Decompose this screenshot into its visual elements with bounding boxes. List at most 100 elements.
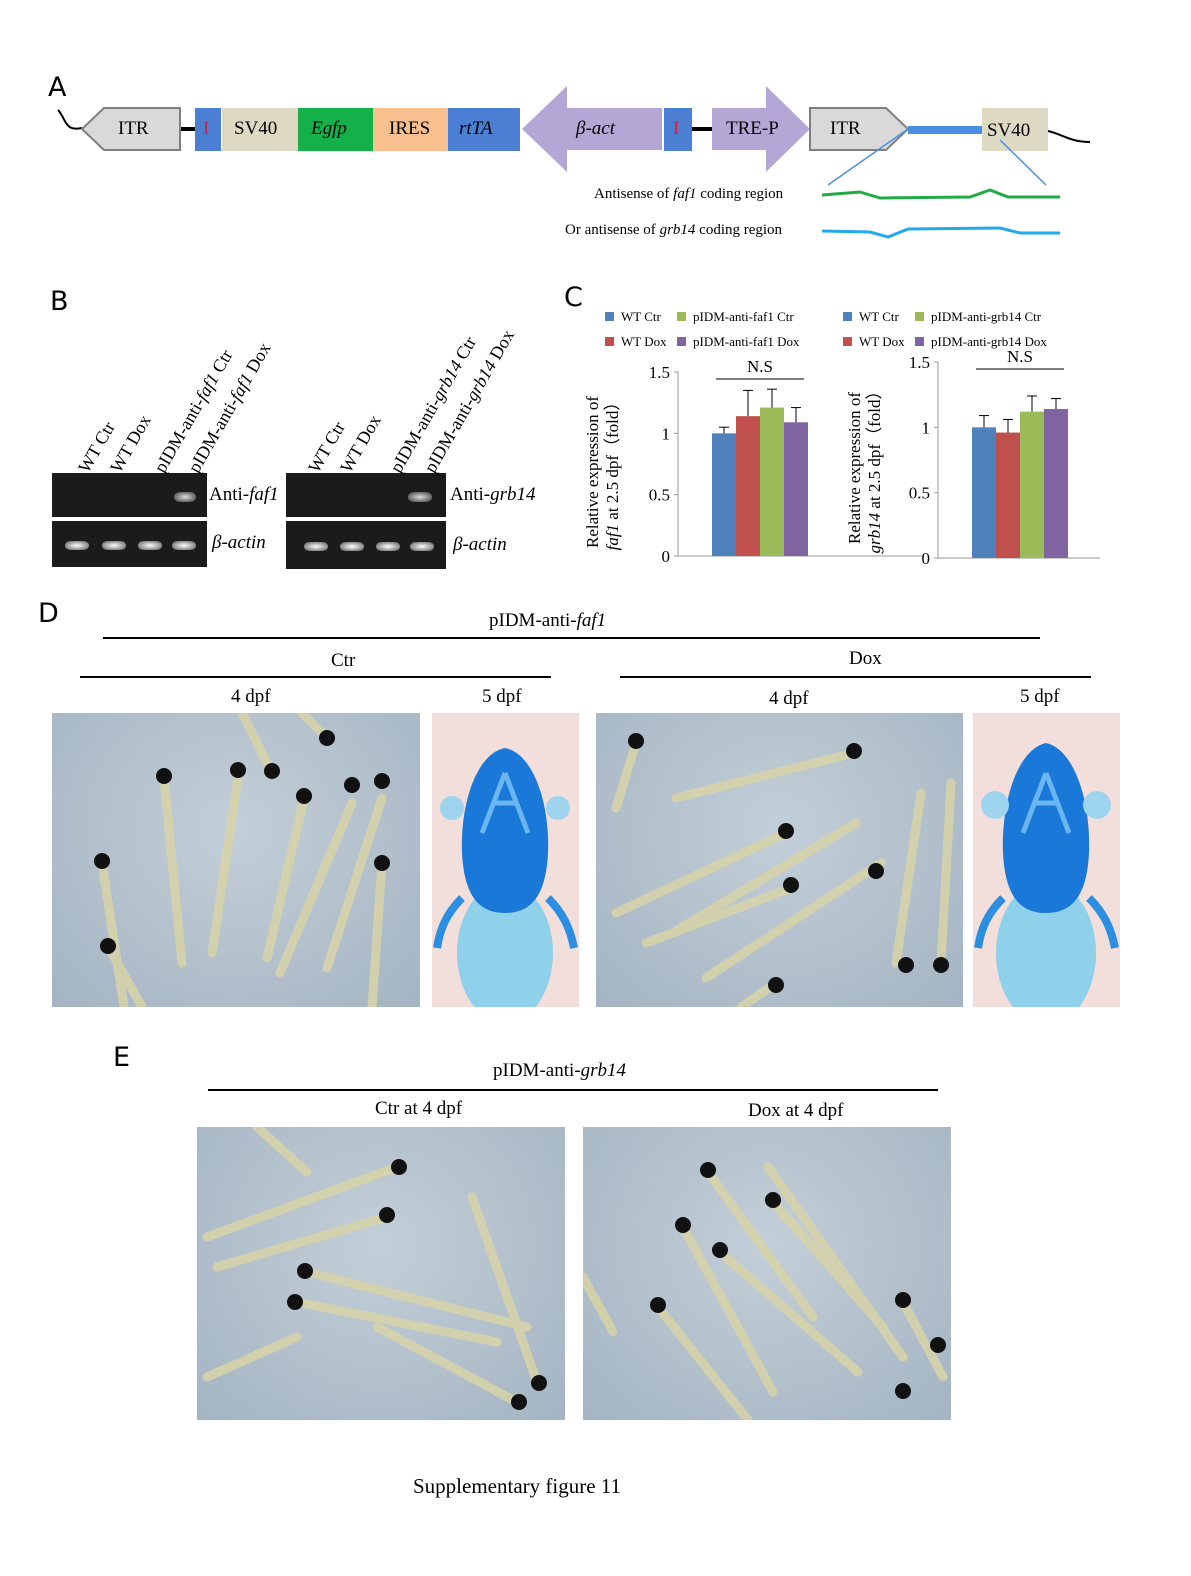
- label-tre-p: TRE-P: [726, 118, 779, 139]
- label-itr-left: ITR: [118, 118, 149, 139]
- label-beta-act: β-act: [576, 118, 616, 139]
- grb14-legend-label-0: WT Ctr: [859, 309, 900, 324]
- panel-letter-e: E: [113, 1042, 131, 1073]
- panel-e-ctr: Ctr at 4 dpf: [375, 1098, 463, 1119]
- label-ires: IRES: [389, 118, 431, 139]
- panel-letter-d: D: [38, 598, 59, 629]
- ires-block: [373, 108, 448, 151]
- label-antisense-faf1: Antisense of faf1 coding region: [594, 186, 784, 202]
- panel-letter-b: B: [50, 286, 69, 317]
- grb14-ns-annotation: N.S: [1007, 347, 1033, 366]
- faf1-ylabel: Relative expression offaf1 at 2.5 dpf（fo…: [583, 394, 622, 551]
- faf1-ytick-label-2: 1: [662, 424, 671, 443]
- itr-right-block: [809, 107, 910, 151]
- label-rtta: rtTA: [459, 118, 493, 139]
- label-egfp: Egfp: [311, 118, 347, 139]
- lane-left-2: WT Dox: [106, 411, 155, 476]
- grb14-bar-2: [1020, 411, 1044, 558]
- grb14-legend-swatch-3: [915, 337, 924, 346]
- construct-diagram: [57, 86, 1091, 239]
- label-itr-right: ITR: [830, 118, 861, 139]
- photo-faf1-ctr-larvae: [52, 713, 420, 1007]
- panel-d-ctr-rule: [80, 676, 551, 678]
- panel-e-title-rule: [208, 1089, 938, 1091]
- panel-d-title: pIDM-anti-faf1: [489, 610, 607, 631]
- faf1-legend-label-1: pIDM-anti-faf1 Ctr: [693, 309, 794, 324]
- label-i1: I: [203, 118, 210, 139]
- tre-p-arrow: [712, 86, 810, 172]
- panel-e-dox: Dox at 4 dpf: [748, 1100, 844, 1121]
- gel-label-anti-grb14: Anti-grb14: [450, 484, 536, 505]
- faf1-legend-label-0: WT Ctr: [621, 309, 662, 324]
- lane-right-2: WT Dox: [336, 411, 385, 476]
- grb14-legend-label-2: WT Dox: [859, 334, 905, 349]
- antisense-grb14-line: [821, 226, 1060, 239]
- label-sv40-2: SV40: [987, 120, 1031, 141]
- itr-left-block: [80, 107, 181, 151]
- grb14-ytick-label-1: 0.5: [909, 484, 930, 503]
- faf1-ytick-label-0: 0: [662, 547, 671, 566]
- intron-block-2: [664, 108, 692, 151]
- gel-faf1-actin: [52, 521, 207, 567]
- sv40-block-1: [222, 108, 298, 151]
- grb14-bar-0: [972, 427, 996, 558]
- grb14-legend-swatch-1: [915, 312, 924, 321]
- faf1-legend-swatch-3: [677, 337, 686, 346]
- panel-letter-a: A: [48, 72, 67, 103]
- photo-faf1-dox-larvae: [596, 713, 963, 1007]
- faf1-bar-1: [736, 416, 760, 556]
- photo-faf1-ctr-cartilage: [432, 713, 579, 1007]
- panel-d-ctr-5dpf: 5 dpf: [482, 686, 522, 707]
- gel-grb14-actin: [286, 521, 446, 569]
- panel-d-ctr-4dpf: 4 dpf: [231, 686, 271, 707]
- sv40-block-2: [982, 108, 1048, 151]
- grb14-legend-swatch-2: [843, 337, 852, 346]
- grb14-legend-swatch-0: [843, 312, 852, 321]
- rtta-block: [448, 108, 520, 151]
- faf1-ytick-label-1: 0.5: [649, 486, 670, 505]
- faf1-bar-2: [760, 407, 784, 556]
- grb14-ytick-label-0: 0: [922, 549, 931, 568]
- gel-faf1-antisense: [52, 473, 207, 517]
- gel-label-actin-right: β-actin: [453, 534, 507, 555]
- grb14-legend-label-3: pIDM-anti-grb14 Dox: [931, 334, 1047, 349]
- panel-letter-c: C: [564, 282, 583, 313]
- egfp-block: [298, 108, 373, 151]
- figure-caption: Supplementary figure 11: [413, 1474, 622, 1498]
- label-antisense-grb14: Or antisense of grb14 coding region: [565, 222, 783, 238]
- panel-d-title-rule: [103, 637, 1040, 639]
- grb14-legend-label-1: pIDM-anti-grb14 Ctr: [931, 309, 1042, 324]
- intron-block-1: [195, 108, 221, 151]
- panel-d-ctr: Ctr: [331, 650, 356, 671]
- grb14-bar-1: [996, 432, 1020, 558]
- faf1-ytick-label-3: 1.5: [649, 363, 670, 382]
- bar-charts: WT Ctr pIDM-anti-faf1 Ctr WT Dox pIDM-anti-…: [583, 309, 1100, 568]
- panel-d-dox-4dpf: 4 dpf: [769, 688, 809, 709]
- label-sv40-1: SV40: [234, 118, 278, 139]
- panel-d-dox-5dpf: 5 dpf: [1020, 686, 1060, 707]
- antisense-faf1-line: [821, 188, 1060, 200]
- faf1-legend-swatch-2: [605, 337, 614, 346]
- grb14-ytick-label-2: 1: [922, 418, 931, 437]
- grb14-bar-3: [1044, 409, 1068, 558]
- photo-grb14-ctr-larvae: [197, 1127, 565, 1420]
- faf1-bar-3: [784, 422, 808, 556]
- photo-faf1-dox-cartilage: [973, 713, 1120, 1007]
- photo-grb14-dox-larvae: [583, 1127, 951, 1420]
- faf1-legend-label-3: pIDM-anti-faf1 Dox: [693, 334, 800, 349]
- gel-label-actin-left: β-actin: [212, 532, 266, 553]
- faf1-bar-0: [712, 433, 736, 556]
- panel-d-dox: Dox: [849, 648, 882, 669]
- panel-e-title: pIDM-anti-grb14: [493, 1060, 626, 1081]
- faf1-ns-annotation: N.S: [747, 357, 773, 376]
- grb14-ytick-label-3: 1.5: [909, 353, 930, 372]
- panel-d-dox-rule: [620, 676, 1091, 678]
- faf1-legend-swatch-0: [605, 312, 614, 321]
- faf1-legend-label-2: WT Dox: [621, 334, 667, 349]
- faf1-legend-swatch-1: [677, 312, 686, 321]
- label-i2: I: [673, 118, 680, 139]
- gel-label-anti-faf1: Anti-faf1: [209, 484, 279, 505]
- beta-act-arrow: [522, 86, 662, 172]
- gel-grb14-antisense: [286, 473, 446, 517]
- grb14-ylabel: Relative expression ofgrb14 at 2.5 dpf（f…: [845, 383, 884, 554]
